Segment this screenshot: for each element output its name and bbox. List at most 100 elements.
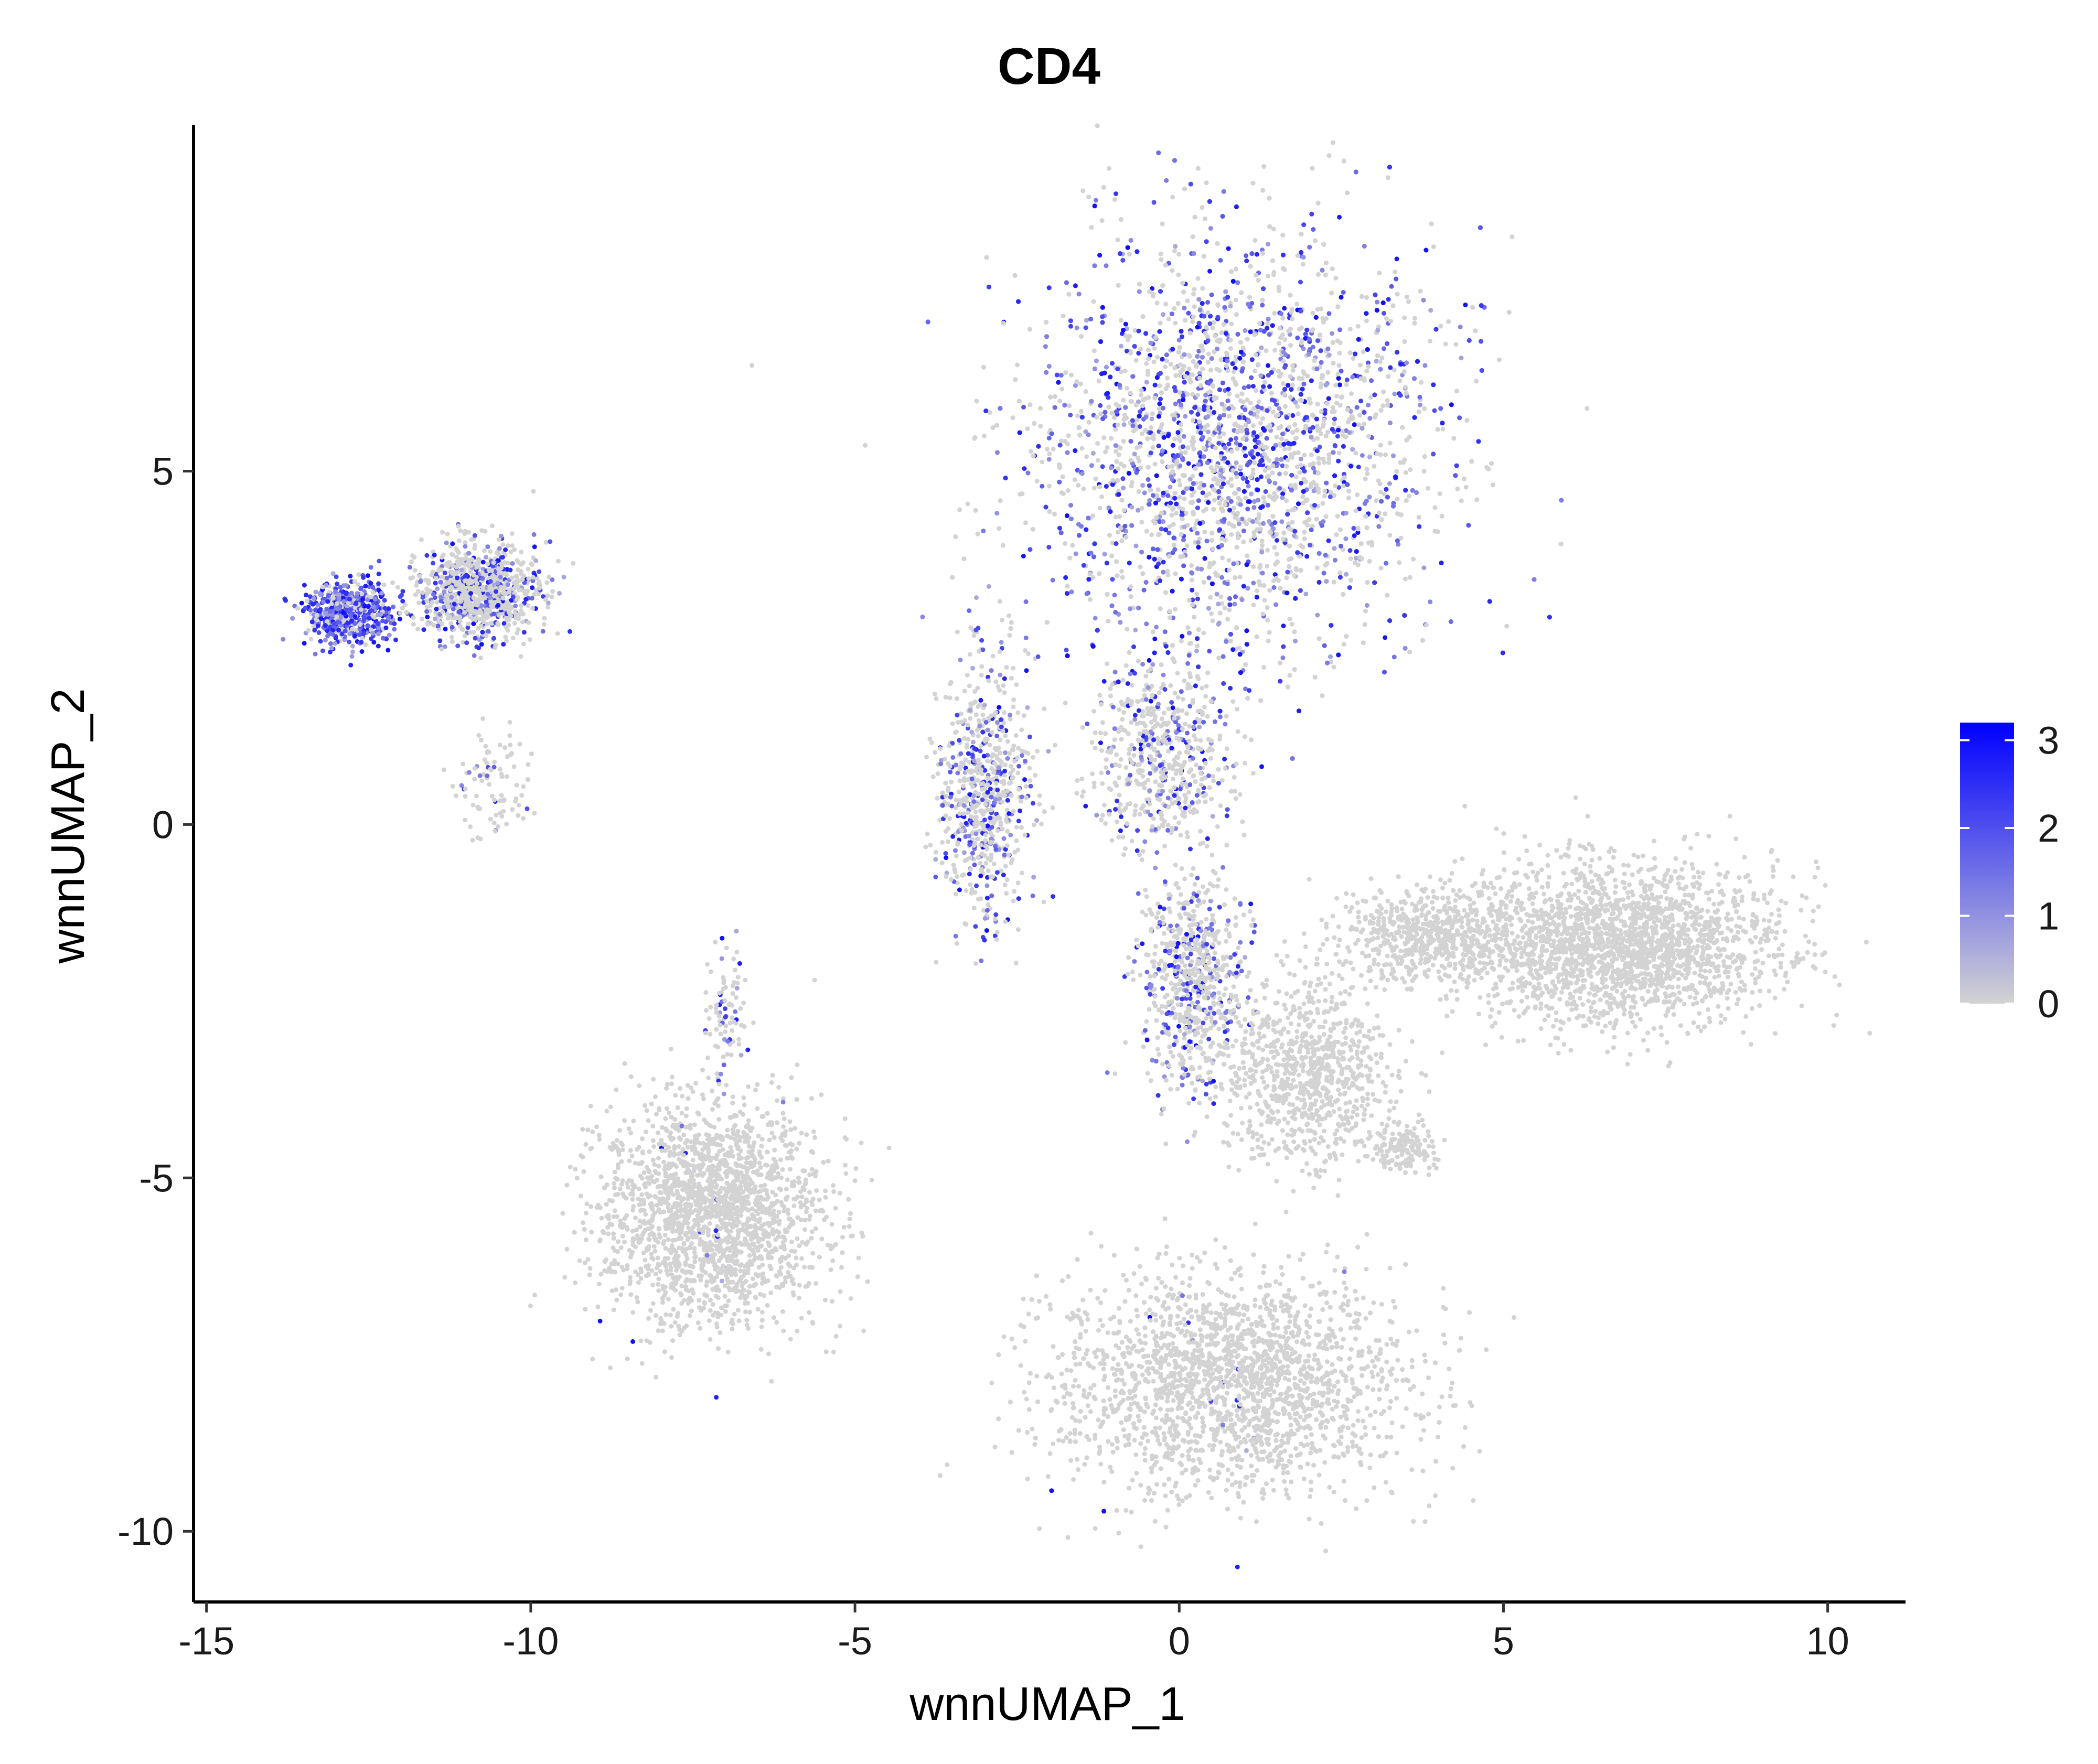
cell-point <box>1380 300 1386 305</box>
cell-point <box>1097 484 1102 489</box>
cell-point <box>1108 509 1113 514</box>
cell-point <box>1057 462 1062 467</box>
cell-point <box>1166 316 1171 321</box>
cell-point <box>1289 307 1294 312</box>
cell-point <box>1100 320 1105 325</box>
cell-point <box>1337 575 1343 580</box>
cell-point <box>1326 352 1332 358</box>
cell-point <box>994 423 1000 428</box>
cell-point <box>1239 290 1244 295</box>
cell-point <box>1301 489 1306 494</box>
cell-point <box>1301 430 1306 435</box>
cell-point <box>1043 504 1048 510</box>
cell-point <box>1332 546 1337 551</box>
cell-point <box>1280 316 1286 321</box>
cell-point <box>1195 596 1200 601</box>
cell-point <box>1407 493 1411 499</box>
cell-point <box>1455 486 1460 491</box>
cell-point <box>1301 255 1306 260</box>
cell-point <box>1391 654 1397 660</box>
cell-point <box>1255 409 1260 414</box>
cell-point <box>1258 459 1264 464</box>
cell-point <box>1478 225 1483 230</box>
cell-point <box>1435 427 1440 432</box>
cell-point <box>1118 318 1123 323</box>
cell-point <box>1058 530 1064 535</box>
cell-point <box>1267 519 1272 524</box>
cell-point <box>1034 479 1040 483</box>
cell-point <box>1107 533 1112 538</box>
cell-point <box>1474 497 1480 502</box>
cell-point <box>1453 342 1459 347</box>
cell-point <box>1220 380 1225 385</box>
cell-point <box>1403 646 1408 651</box>
cell-point <box>1167 524 1172 529</box>
cell-point <box>997 526 1002 531</box>
cell-point <box>1486 467 1491 471</box>
cell-point <box>1047 483 1052 489</box>
cell-point <box>1428 339 1432 344</box>
cell-point <box>1316 551 1322 556</box>
cell-point <box>1196 349 1202 354</box>
cell-point <box>1229 449 1235 454</box>
cell-point <box>1254 588 1259 594</box>
cell-point <box>1136 328 1141 334</box>
cell-point <box>1325 429 1330 435</box>
cell-point <box>1221 654 1226 659</box>
cell-point <box>1109 465 1114 470</box>
cell-point <box>1171 535 1176 541</box>
cell-point <box>1368 395 1373 400</box>
cell-point <box>1332 421 1336 426</box>
cell-point <box>1074 325 1079 330</box>
cell-point <box>1400 372 1405 378</box>
cell-point <box>1225 359 1230 364</box>
cell-point <box>1102 370 1107 375</box>
cell-point <box>1251 564 1256 569</box>
cell-point <box>1385 593 1390 598</box>
cell-point <box>1182 473 1187 478</box>
cell-point <box>1237 574 1243 579</box>
cell-point <box>1117 514 1122 519</box>
cell-point <box>1335 434 1340 439</box>
cell-point <box>1446 319 1451 324</box>
cell-point <box>1282 446 1287 451</box>
cell-point <box>1191 292 1196 297</box>
cell-point <box>1079 415 1085 420</box>
cell-point <box>1225 460 1230 465</box>
cell-point <box>1404 294 1409 299</box>
cell-point <box>1311 461 1316 466</box>
cell-point <box>1386 175 1390 180</box>
cell-point <box>1079 446 1085 451</box>
cell-point <box>1280 655 1286 660</box>
cell-point <box>1245 479 1250 485</box>
cell-point <box>1215 481 1220 487</box>
cell-point <box>1110 361 1115 366</box>
cell-point <box>1211 477 1216 482</box>
cell-point <box>1422 363 1428 368</box>
cell-point <box>1086 577 1091 582</box>
cell-point <box>1245 397 1250 403</box>
cell-point <box>1172 306 1177 311</box>
cell-point <box>1146 356 1151 361</box>
cell-point <box>1217 434 1223 439</box>
cell-point <box>1353 450 1358 456</box>
cell-point <box>1205 339 1211 343</box>
cell-point <box>1230 278 1236 284</box>
cell-point <box>1130 418 1135 423</box>
cell-point <box>1179 422 1183 427</box>
cell-point <box>1101 185 1106 190</box>
cell-point <box>1217 610 1223 616</box>
cell-point <box>1260 462 1266 468</box>
cell-point <box>1154 300 1160 306</box>
cell-point <box>1437 491 1442 497</box>
cell-point <box>1341 642 1346 647</box>
cell-point <box>1314 424 1320 429</box>
cell-point <box>1038 424 1043 429</box>
cell-point <box>1139 550 1144 555</box>
cell-point <box>1010 415 1015 421</box>
cell-point <box>1244 253 1249 259</box>
cell-point <box>1092 366 1097 371</box>
cell-point <box>1292 529 1298 534</box>
cell-point <box>1229 483 1234 488</box>
